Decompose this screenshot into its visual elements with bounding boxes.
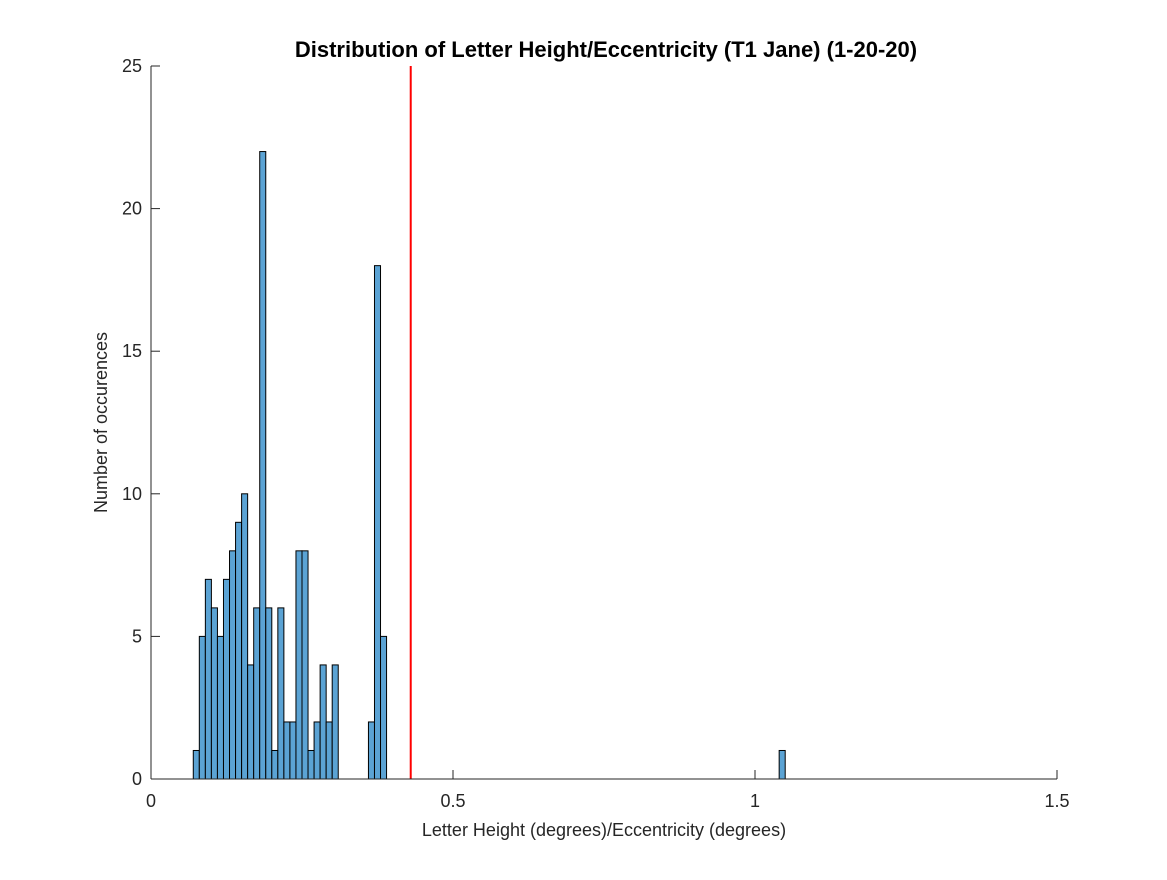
axes-layer <box>150 66 1057 780</box>
histogram-bar <box>210 607 218 780</box>
histogram-bar <box>229 550 237 780</box>
y-tick-label: 25 <box>122 56 142 76</box>
histogram-bar <box>204 578 212 780</box>
histogram-bar <box>307 749 315 780</box>
bars-layer <box>192 151 786 780</box>
y-tick-label: 10 <box>122 484 142 504</box>
y-tick-label: 5 <box>132 626 142 646</box>
histogram-bar <box>222 578 231 780</box>
histogram-bar <box>331 664 339 780</box>
x-tick-label: 0 <box>146 791 156 811</box>
x-tick-label: 1 <box>750 791 760 811</box>
histogram-bar <box>325 721 333 780</box>
x-axis-label: Letter Height (degrees)/Eccentricity (de… <box>422 820 786 840</box>
histogram-bar <box>277 607 285 780</box>
histogram-bar <box>198 635 206 780</box>
y-tick-label: 20 <box>122 199 142 219</box>
histogram-bar <box>373 265 382 780</box>
histogram-bar <box>301 550 309 780</box>
histogram-bar <box>253 607 261 780</box>
x-tick-label: 1.5 <box>1044 791 1069 811</box>
y-tick-label: 15 <box>122 341 142 361</box>
histogram-bar <box>319 664 327 780</box>
histogram-bar <box>247 664 255 780</box>
histogram-bar <box>367 721 375 780</box>
histogram-bar <box>192 749 200 780</box>
histogram-bar <box>295 550 303 780</box>
histogram-bar <box>313 721 321 780</box>
x-tick-label: 0.5 <box>440 791 465 811</box>
histogram-bar <box>289 721 297 780</box>
histogram-bar <box>778 749 786 780</box>
histogram-bar <box>241 493 249 780</box>
histogram-bar <box>259 151 267 780</box>
y-tick-label: 0 <box>132 769 142 789</box>
histogram-bar <box>380 635 388 780</box>
histogram-bar <box>216 635 224 780</box>
ticks-layer: 0 0.5 1 1.5 0 5 10 15 20 25 <box>122 56 1070 811</box>
histogram-bar <box>265 607 273 780</box>
histogram-bar <box>271 749 279 780</box>
histogram-bar <box>235 521 243 780</box>
histogram-bar <box>283 721 291 780</box>
chart-title: Distribution of Letter Height/Eccentrici… <box>295 37 917 62</box>
y-axis-label: Number of occurences <box>91 332 111 513</box>
